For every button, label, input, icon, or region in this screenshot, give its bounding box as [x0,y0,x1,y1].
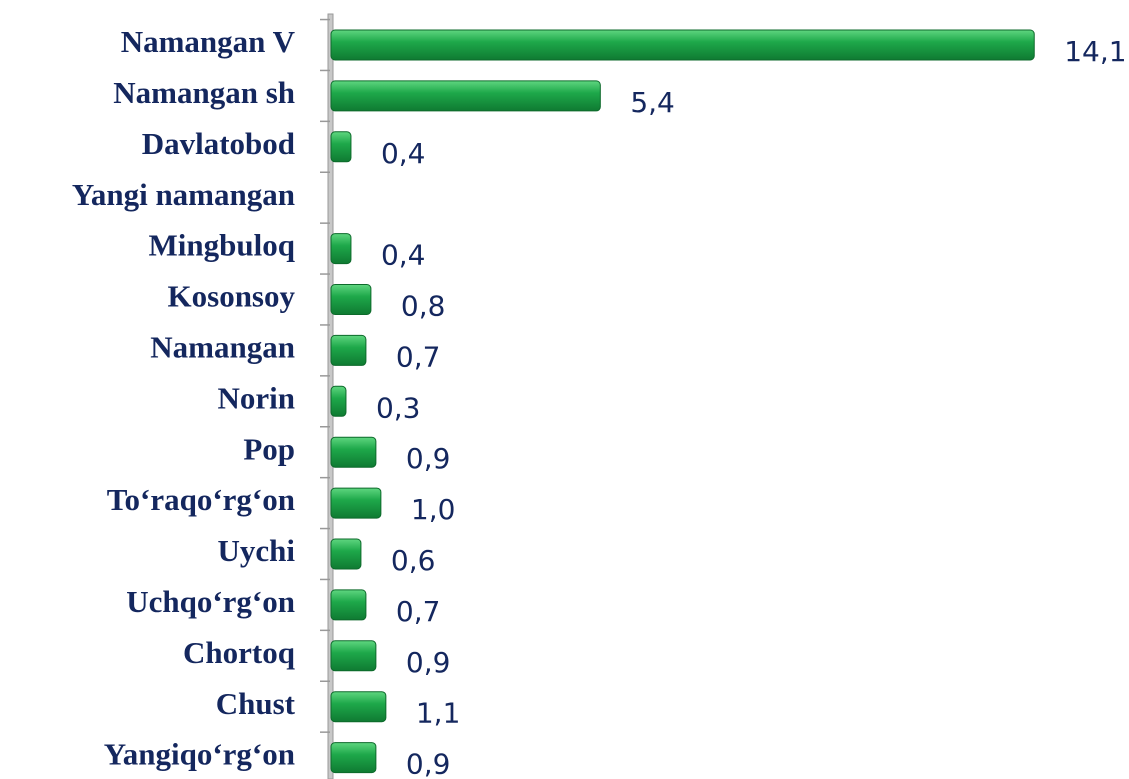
bar [330,538,362,570]
bar [330,284,372,315]
value-label: 0,7 [396,340,441,373]
category-label: To‘raqo‘rg‘on [107,482,295,517]
bar [330,589,367,621]
category-label: Kosonsoy [168,279,296,314]
bar [330,385,347,417]
bar [330,742,377,774]
value-label: 0,4 [381,239,426,272]
category-label: Norin [218,380,296,415]
value-label: 0,7 [396,595,441,628]
category-label: Pop [243,431,295,466]
category-label: Uychi [218,533,296,568]
category-label: Namangan [150,330,295,365]
bar [330,640,377,672]
value-label: 5,4 [630,86,675,119]
bar [330,80,601,112]
value-label: 0,8 [401,290,446,323]
bar [330,29,1035,61]
bar [330,233,352,265]
bar [330,436,377,468]
category-label: Uchqo‘rg‘on [126,584,295,619]
value-label: 0,9 [406,442,451,475]
bar [330,691,387,723]
value-label: 1,0 [411,493,456,526]
category-label: Yangi namangan [72,177,295,212]
category-label: Chust [216,686,296,721]
value-label: 0,3 [376,391,421,424]
category-label: Namangan sh [113,75,295,110]
category-label: Chortoq [183,635,295,670]
category-label: Davlatobod [142,126,295,161]
value-label: 0,6 [391,544,436,577]
category-label: Namangan V [121,24,296,59]
value-label: 1,1 [416,697,461,730]
bar [330,487,382,519]
value-label: 0,9 [406,646,451,679]
category-label: Yangiqo‘rg‘on [104,737,295,772]
bar [330,334,367,366]
category-label: Mingbuloq [149,228,295,263]
value-label: 14,1 [1064,35,1126,68]
value-label: 0,9 [406,748,451,779]
bar [330,131,352,163]
value-label: 0,4 [381,137,426,170]
